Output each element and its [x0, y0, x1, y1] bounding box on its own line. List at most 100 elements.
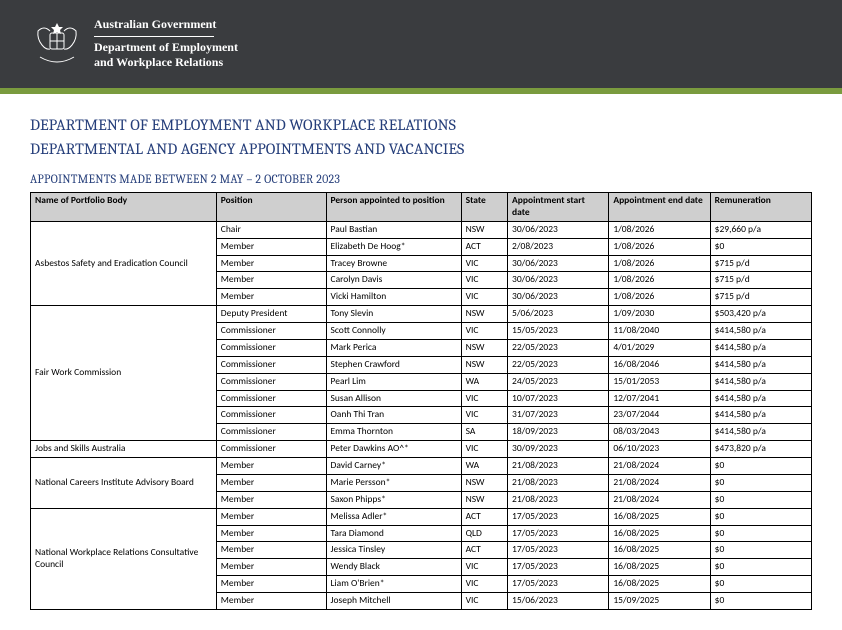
cell-end: 15/01/2053	[609, 373, 710, 390]
table-row: Fair Work CommissionDeputy PresidentTony…	[31, 306, 812, 323]
cell-person: Mark Perica	[326, 339, 461, 356]
cell-position: Member	[216, 255, 326, 272]
cell-start: 30/06/2023	[508, 272, 609, 289]
cell-person: Stephen Crawford	[326, 356, 461, 373]
cell-person: Elizabeth De Hoog*	[326, 238, 461, 255]
cell-person: Paul Bastian	[326, 221, 461, 238]
cell-position: Member	[216, 576, 326, 593]
cell-person: Pearl Lim	[326, 373, 461, 390]
agency-text: Australian Government Department of Empl…	[94, 17, 238, 71]
cell-rem: $0	[710, 525, 811, 542]
cell-end: 1/08/2026	[609, 289, 710, 306]
coat-of-arms-icon	[30, 17, 84, 71]
cell-state: WA	[461, 458, 507, 475]
cell-state: NSW	[461, 474, 507, 491]
cell-state: VIC	[461, 323, 507, 340]
cell-position: Commissioner	[216, 390, 326, 407]
cell-state: VIC	[461, 559, 507, 576]
cell-position: Commissioner	[216, 441, 326, 458]
cell-rem: $473,820 p/a	[710, 441, 811, 458]
cell-position: Member	[216, 474, 326, 491]
cell-state: VIC	[461, 289, 507, 306]
cell-person: David Carney*	[326, 458, 461, 475]
cell-position: Deputy President	[216, 306, 326, 323]
cell-rem: $0	[710, 593, 811, 610]
cell-end: 11/08/2040	[609, 323, 710, 340]
cell-start: 15/05/2023	[508, 323, 609, 340]
cell-state: VIC	[461, 272, 507, 289]
cell-rem: $0	[710, 542, 811, 559]
cell-start: 22/05/2023	[508, 356, 609, 373]
cell-start: 30/06/2023	[508, 255, 609, 272]
cell-person: Marie Persson*	[326, 474, 461, 491]
cell-start: 22/05/2023	[508, 339, 609, 356]
cell-end: 1/09/2030	[609, 306, 710, 323]
cell-start: 21/08/2023	[508, 491, 609, 508]
cell-person: Susan Allison	[326, 390, 461, 407]
cell-rem: $29,660 p/a	[710, 221, 811, 238]
gov-name: Australian Government	[94, 17, 238, 33]
cell-person: Tracey Browne	[326, 255, 461, 272]
cell-state: VIC	[461, 407, 507, 424]
table-row: National Workplace Relations Consultativ…	[31, 508, 812, 525]
cell-rem: $414,580 p/a	[710, 390, 811, 407]
col-body: Name of Portfolio Body	[31, 193, 217, 222]
cell-person: Carolyn Davis	[326, 272, 461, 289]
cell-end: 16/08/2046	[609, 356, 710, 373]
cell-start: 18/09/2023	[508, 424, 609, 441]
cell-state: NSW	[461, 356, 507, 373]
cell-rem: $414,580 p/a	[710, 407, 811, 424]
cell-body: Asbestos Safety and Eradication Council	[31, 221, 217, 305]
dept-name-1: Department of Employment	[94, 40, 238, 56]
cell-start: 24/05/2023	[508, 373, 609, 390]
cell-position: Member	[216, 491, 326, 508]
cell-end: 08/03/2043	[609, 424, 710, 441]
cell-end: 16/08/2025	[609, 559, 710, 576]
table-row: Asbestos Safety and Eradication CouncilC…	[31, 221, 812, 238]
cell-person: Liam O'Brien*	[326, 576, 461, 593]
cell-start: 5/06/2023	[508, 306, 609, 323]
cell-position: Member	[216, 559, 326, 576]
cell-position: Member	[216, 593, 326, 610]
cell-body: National Workplace Relations Consultativ…	[31, 508, 217, 609]
cell-rem: $715 p/d	[710, 272, 811, 289]
cell-state: NSW	[461, 221, 507, 238]
cell-person: Wendy Black	[326, 559, 461, 576]
cell-start: 30/06/2023	[508, 289, 609, 306]
cell-rem: $0	[710, 474, 811, 491]
cell-rem: $0	[710, 491, 811, 508]
cell-rem: $0	[710, 576, 811, 593]
cell-person: Tara Diamond	[326, 525, 461, 542]
cell-rem: $0	[710, 458, 811, 475]
cell-rem: $715 p/d	[710, 255, 811, 272]
cell-person: Oanh Thi Tran	[326, 407, 461, 424]
cell-rem: $414,580 p/a	[710, 323, 811, 340]
cell-position: Chair	[216, 221, 326, 238]
cell-state: QLD	[461, 525, 507, 542]
page-title-2: DEPARTMENTAL AND AGENCY APPOINTMENTS AND…	[30, 140, 812, 158]
cell-rem: $0	[710, 559, 811, 576]
cell-person: Emma Thornton	[326, 424, 461, 441]
cell-end: 1/08/2026	[609, 255, 710, 272]
cell-position: Commissioner	[216, 356, 326, 373]
cell-end: 1/08/2026	[609, 272, 710, 289]
cell-start: 21/08/2023	[508, 458, 609, 475]
col-person: Person appointed to position	[326, 193, 461, 222]
col-start: Appointment start date	[508, 193, 609, 222]
cell-body: Fair Work Commission	[31, 306, 217, 441]
cell-end: 21/08/2024	[609, 474, 710, 491]
cell-position: Commissioner	[216, 424, 326, 441]
section-heading: APPOINTMENTS MADE BETWEEN 2 MAY – 2 OCTO…	[30, 172, 812, 186]
cell-end: 1/08/2026	[609, 221, 710, 238]
col-rem: Remuneration	[710, 193, 811, 222]
cell-person: Saxon Phipps*	[326, 491, 461, 508]
cell-state: ACT	[461, 542, 507, 559]
cell-person: Melissa Adler*	[326, 508, 461, 525]
cell-start: 17/05/2023	[508, 525, 609, 542]
cell-state: ACT	[461, 508, 507, 525]
table-row: Jobs and Skills AustraliaCommissionerPet…	[31, 441, 812, 458]
cell-end: 16/08/2025	[609, 525, 710, 542]
cell-person: Jessica Tinsley	[326, 542, 461, 559]
cell-start: 2/08/2023	[508, 238, 609, 255]
cell-end: 1/08/2026	[609, 238, 710, 255]
